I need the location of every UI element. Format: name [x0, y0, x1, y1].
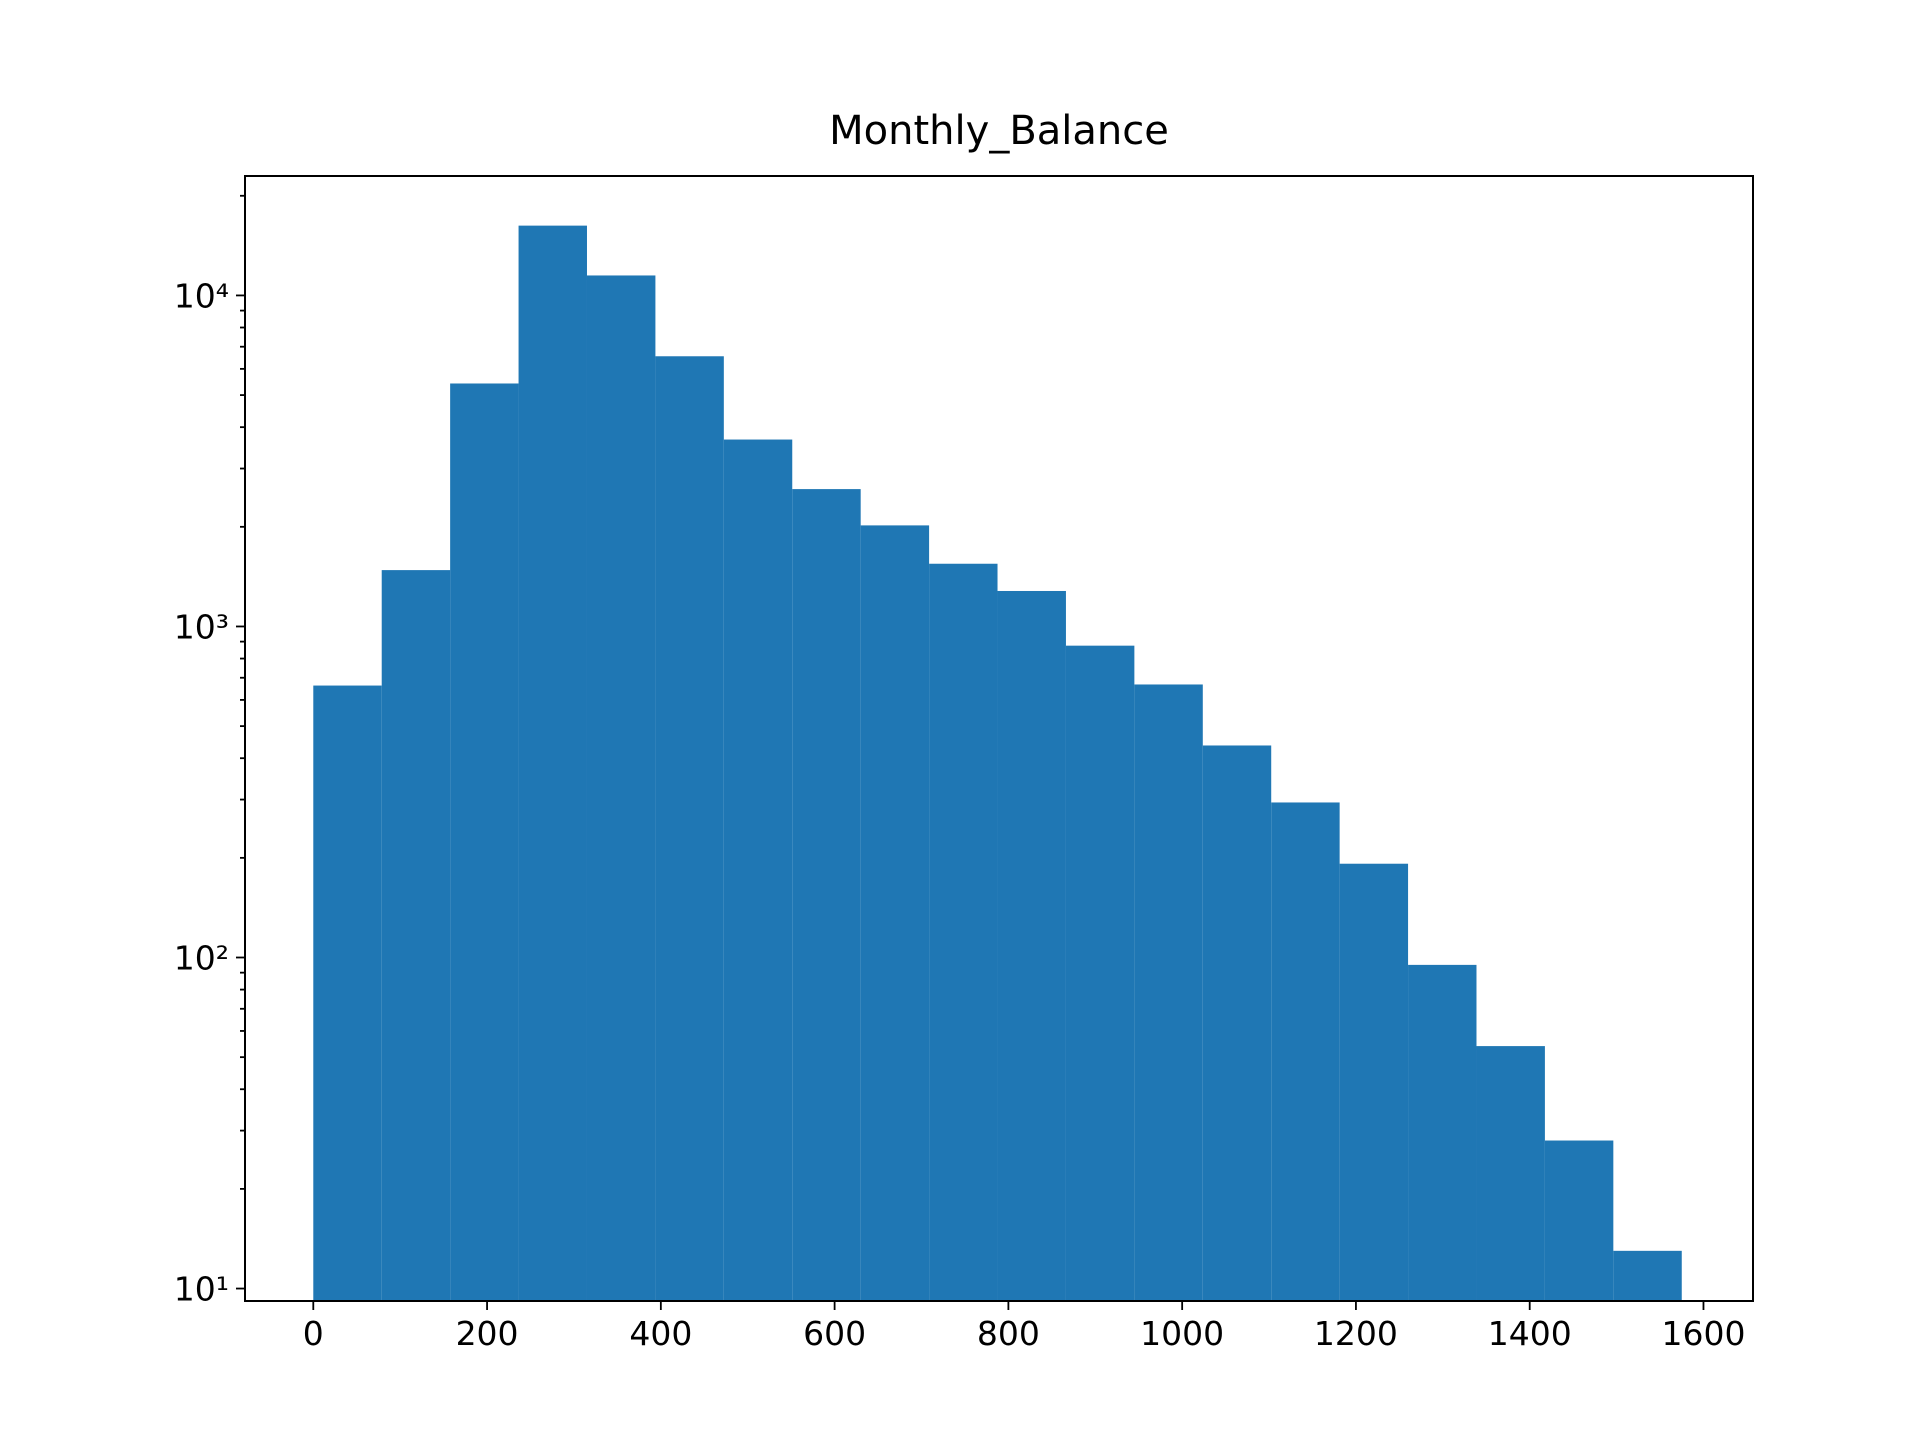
y-tick-label: 10² [174, 939, 229, 978]
bar [313, 685, 382, 1301]
bar [1613, 1250, 1682, 1301]
bar [1476, 1046, 1545, 1301]
x-tick-label: 1400 [1488, 1314, 1572, 1353]
bar [723, 439, 793, 1301]
x-tick-label: 600 [803, 1314, 866, 1353]
bar [929, 563, 998, 1301]
x-tick-label: 1000 [1140, 1314, 1224, 1353]
bar [586, 275, 656, 1301]
y-tick-label: 10¹ [174, 1270, 229, 1309]
x-tick-label: 800 [977, 1314, 1040, 1353]
bar [860, 525, 930, 1301]
bar [1408, 964, 1477, 1301]
x-tick-label: 1600 [1661, 1314, 1745, 1353]
y-tick-label: 10³ [174, 607, 229, 646]
bar [1202, 745, 1272, 1301]
bar [1544, 1140, 1614, 1301]
bar [518, 225, 587, 1302]
x-tick-label: 200 [456, 1314, 519, 1353]
bar [792, 489, 861, 1301]
y-tick-label: 10⁴ [174, 276, 229, 315]
bar [1065, 645, 1135, 1301]
x-tick-label: 400 [629, 1314, 692, 1353]
chart-title: Monthly_Balance [829, 108, 1169, 154]
bar [655, 356, 724, 1301]
bar [450, 383, 519, 1301]
bar [1271, 802, 1340, 1301]
bar [1134, 684, 1203, 1301]
bar [1339, 863, 1409, 1301]
plot-frame [244, 175, 1754, 1302]
bar [381, 570, 451, 1301]
bar [997, 590, 1066, 1301]
x-tick-label: 1200 [1314, 1314, 1398, 1353]
x-tick-label: 0 [303, 1314, 324, 1353]
